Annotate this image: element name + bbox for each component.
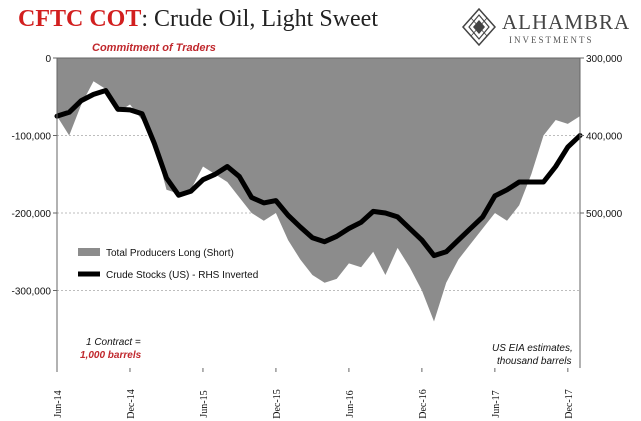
right-tick-label-0: 300,000 — [586, 54, 623, 65]
x-tick-label-1: Dec-14 — [126, 389, 137, 418]
x-tick-label-6: Jun-17 — [491, 390, 502, 417]
x-tick-label-4: Jun-16 — [345, 390, 356, 417]
x-tick-label-7: Dec-17 — [564, 389, 575, 418]
right-tick-label-2: 500,000 — [586, 209, 623, 220]
diamond-pattern-icon — [461, 7, 497, 47]
x-tick-label-5: Dec-16 — [418, 389, 429, 418]
x-tick-label-2: Jun-15 — [199, 390, 210, 417]
series-area-producers — [57, 58, 580, 322]
title-rest: : Crude Oil, Light Sweet — [141, 6, 378, 32]
title-prefix: CFTC COT — [18, 6, 142, 32]
left-tick-label-2: -200,000 — [12, 209, 52, 220]
logo-name: ALHAMBRA — [502, 10, 631, 34]
source-note-line2: thousand barrels — [497, 356, 572, 367]
producers-area-layer — [57, 58, 580, 322]
chart-title: CFTC COT: Crude Oil, Light Sweet — [18, 6, 378, 33]
left-tick-label-0: 0 — [45, 54, 51, 65]
legend-swatch-area — [78, 248, 100, 256]
x-tick-label-0: Jun-14 — [53, 390, 64, 417]
x-axis-ticks: Jun-14 Dec-14 Jun-15 Dec-15 Jun-16 Dec-16 Jun-… — [53, 368, 575, 419]
legend-label-area: Total Producers Long (Short) — [106, 248, 234, 259]
brand-logo: ALHAMBRA INVESTMENTS — [461, 7, 638, 48]
left-tick-label-3: -300,000 — [12, 287, 52, 298]
x-tick-label-3: Dec-15 — [272, 389, 283, 418]
chart-subtitle: Commitment of Traders — [92, 42, 216, 54]
left-axis-ticks: 0 -100,000 -200,000 -300,000 — [12, 54, 57, 298]
source-note-line1: US EIA estimates, — [492, 343, 573, 354]
legend-label-line: Crude Stocks (US) - RHS Inverted — [106, 270, 258, 281]
contract-note-line2: 1,000 barrels — [80, 350, 142, 361]
crude-stocks-line-layer — [54, 88, 583, 259]
right-tick-label-1: 400,000 — [586, 132, 623, 143]
left-tick-label-1: -100,000 — [12, 132, 52, 143]
series-line-crude-stocks — [54, 88, 583, 259]
right-axis-ticks: 300,000 400,000 500,000 — [580, 54, 623, 220]
contract-note-line1: 1 Contract = — [86, 337, 141, 348]
legend: Total Producers Long (Short) Crude Stock… — [78, 248, 258, 281]
logo-tagline: INVESTMENTS — [509, 35, 594, 45]
